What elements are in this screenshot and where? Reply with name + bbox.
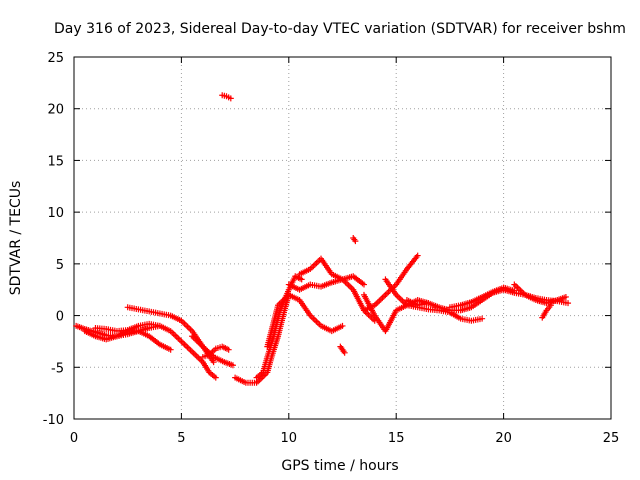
data-point-marker xyxy=(227,95,234,102)
grid xyxy=(74,57,611,419)
y-tick-label: 5 xyxy=(56,258,64,273)
data-point-marker xyxy=(167,346,174,353)
data-point-marker xyxy=(229,362,236,369)
data-point-marker xyxy=(156,322,163,329)
y-tick-label: 0 xyxy=(56,310,64,325)
data-point-marker xyxy=(479,315,486,322)
x-tick-label: 0 xyxy=(70,431,78,446)
data-point-marker xyxy=(212,374,219,381)
x-tick-label: 5 xyxy=(177,431,185,446)
data-point-marker xyxy=(414,252,421,259)
y-tick-label: 10 xyxy=(47,206,64,221)
x-tick-label: 15 xyxy=(388,431,405,446)
data-point-marker xyxy=(225,346,232,353)
y-axis-label: SDTVAR / TECUs xyxy=(8,181,24,296)
data-point-marker xyxy=(547,302,554,309)
data-point-marker xyxy=(339,322,346,329)
x-tick-label: 10 xyxy=(281,431,298,446)
data-point-marker xyxy=(565,300,572,307)
data-point-marker xyxy=(210,359,217,366)
x-tick-label: 25 xyxy=(603,431,620,446)
data-points xyxy=(73,92,572,386)
y-tick-label: 20 xyxy=(47,103,64,118)
axis-ticks: 0 5 10 15 20 25 -10 -5 0 5 10 15 20 25 xyxy=(43,51,620,446)
data-point-marker xyxy=(352,238,359,245)
y-tick-label: 25 xyxy=(47,51,64,66)
plot-frame xyxy=(73,56,612,420)
data-point-marker xyxy=(562,293,569,300)
x-tick-label: 20 xyxy=(495,431,512,446)
data-point-marker xyxy=(341,349,348,356)
y-tick-label: -5 xyxy=(51,361,64,376)
y-tick-label: 15 xyxy=(47,154,64,169)
data-point-marker xyxy=(511,287,518,294)
y-tick-label: -10 xyxy=(43,413,64,428)
chart-title: Day 316 of 2023, Sidereal Day-to-day VTE… xyxy=(54,21,626,37)
data-point-marker xyxy=(360,281,367,288)
x-axis-label: GPS time / hours xyxy=(281,458,398,474)
data-point-marker xyxy=(298,276,305,283)
